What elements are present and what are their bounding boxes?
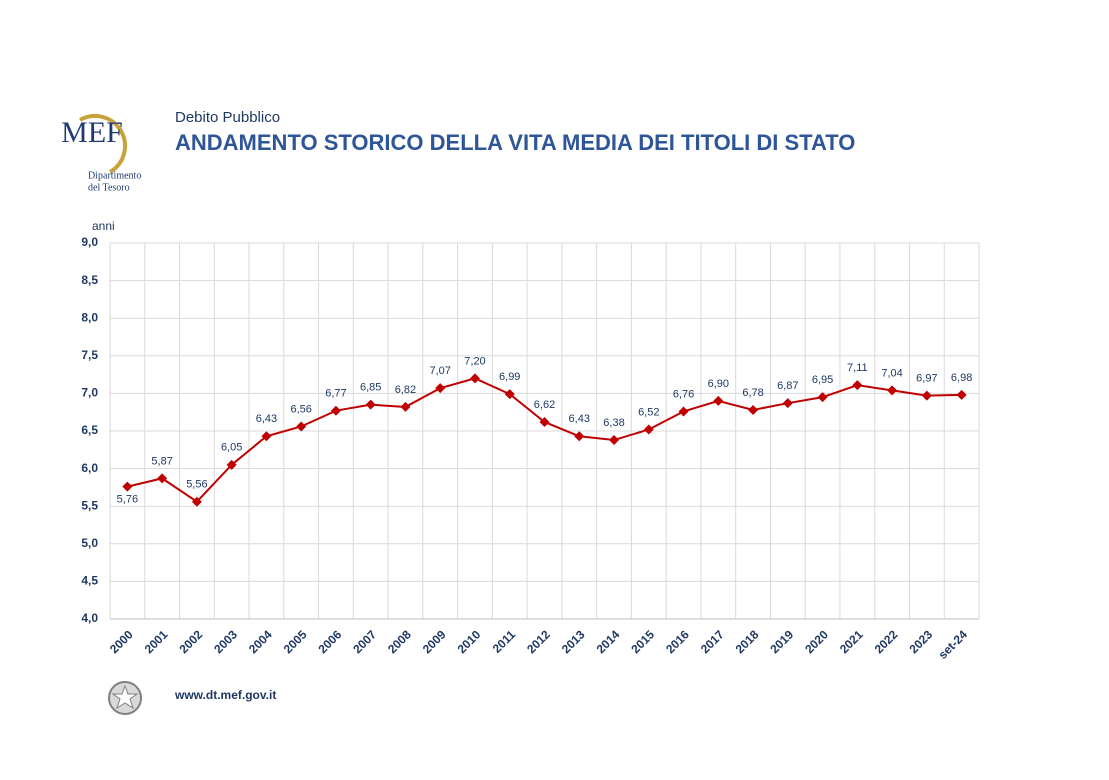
data-label: 6,43 — [569, 413, 590, 425]
data-label: 6,43 — [256, 413, 277, 425]
logo-text: MEF — [61, 116, 123, 149]
data-point — [887, 385, 898, 396]
y-tick-label: 4,5 — [81, 574, 98, 588]
data-label: 6,95 — [812, 374, 833, 386]
data-point — [330, 405, 341, 416]
data-label: 6,38 — [603, 417, 624, 429]
data-label: 6,97 — [916, 373, 937, 385]
x-tick-label: 2002 — [176, 627, 205, 656]
data-label: 6,98 — [951, 372, 972, 384]
data-label: 6,52 — [638, 406, 659, 418]
data-point — [296, 421, 307, 432]
data-line — [127, 377, 962, 503]
data-label: 7,11 — [847, 362, 868, 374]
data-label: 6,99 — [499, 371, 520, 383]
data-point — [261, 431, 272, 442]
footer-url: www.dt.mef.gov.it — [174, 688, 276, 702]
x-tick-label: 2003 — [211, 627, 240, 656]
section-title: Debito Pubblico — [175, 109, 280, 126]
data-point — [817, 392, 828, 403]
chart-title: ANDAMENTO STORICO DELLA VITA MEDIA DEI T… — [175, 130, 855, 155]
y-tick-label: 6,0 — [81, 461, 98, 475]
data-label: 6,85 — [360, 382, 381, 394]
data-label: 6,05 — [221, 442, 242, 454]
x-tick-label: 2004 — [246, 627, 275, 656]
y-tick-label: 9,0 — [81, 235, 98, 249]
data-point — [956, 389, 967, 400]
data-label: 6,76 — [673, 388, 694, 400]
logo-arc — [79, 114, 128, 174]
data-label: 5,56 — [186, 479, 207, 491]
x-tick-label: 2006 — [316, 627, 345, 656]
x-tick-label: 2021 — [837, 627, 866, 656]
y-tick-label: 8,5 — [81, 273, 98, 287]
data-point — [609, 435, 620, 446]
data-point — [400, 401, 411, 412]
logo-department: Dipartimento — [88, 170, 141, 181]
x-tick-label: 2022 — [872, 627, 901, 656]
data-label: 7,07 — [430, 365, 451, 377]
data-point — [852, 380, 863, 391]
data-label: 6,82 — [395, 384, 416, 396]
emblem — [108, 681, 142, 715]
data-point — [921, 390, 932, 401]
y-tick-label: 4,0 — [81, 611, 98, 625]
data-label: 6,90 — [708, 378, 729, 390]
data-label: 7,20 — [464, 355, 485, 367]
x-tick-label: set-24 — [936, 627, 971, 662]
data-point — [713, 395, 724, 406]
data-point — [678, 406, 689, 417]
x-tick-label: 2009 — [420, 627, 449, 656]
data-point — [226, 459, 237, 470]
x-tick-label: 2014 — [594, 627, 623, 656]
data-point — [157, 473, 168, 484]
logo-department: del Tesoro — [88, 182, 130, 193]
y-axis-label: anni — [92, 219, 115, 233]
data-label: 5,87 — [151, 455, 172, 467]
data-point — [365, 399, 376, 410]
x-tick-label: 2019 — [767, 627, 796, 656]
data-point — [435, 383, 446, 394]
data-point — [748, 404, 759, 415]
data-label: 6,87 — [777, 380, 798, 392]
data-point — [469, 373, 480, 384]
x-tick-label: 2007 — [350, 627, 379, 656]
data-point — [504, 389, 515, 400]
y-tick-label: 7,0 — [81, 386, 98, 400]
x-tick-label: 2018 — [733, 627, 762, 656]
data-point — [122, 481, 133, 492]
y-tick-label: 5,0 — [81, 536, 98, 550]
data-label: 7,04 — [881, 367, 902, 379]
y-tick-label: 7,5 — [81, 348, 98, 362]
mef-logo: MEF Dipartimento del Tesoro — [61, 114, 141, 193]
x-tick-label: 2015 — [628, 627, 657, 656]
x-tick-label: 2008 — [385, 627, 414, 656]
data-point — [539, 416, 550, 427]
x-tick-label: 2013 — [559, 627, 588, 656]
y-tick-label: 6,5 — [81, 423, 98, 437]
x-tick-label: 2012 — [524, 627, 553, 656]
x-tick-label: 2010 — [455, 627, 484, 656]
data-label: 6,78 — [742, 387, 763, 399]
x-tick-label: 2001 — [142, 627, 171, 656]
data-label: 6,56 — [290, 403, 311, 415]
data-label: 5,76 — [117, 494, 138, 506]
y-tick-label: 5,5 — [81, 498, 98, 512]
x-tick-label: 2017 — [698, 627, 727, 656]
x-tick-label: 2005 — [281, 627, 310, 656]
data-point — [191, 496, 202, 507]
data-point — [643, 424, 654, 435]
x-tick-label: 2023 — [906, 627, 935, 656]
x-tick-label: 2016 — [663, 627, 692, 656]
data-point — [574, 431, 585, 442]
data-point — [782, 398, 793, 409]
data-label: 6,77 — [325, 388, 346, 400]
data-label: 6,62 — [534, 399, 555, 411]
y-tick-label: 8,0 — [81, 310, 98, 324]
x-tick-label: 2011 — [490, 627, 519, 656]
x-tick-label: 2020 — [802, 627, 831, 656]
x-tick-label: 2000 — [107, 627, 136, 656]
